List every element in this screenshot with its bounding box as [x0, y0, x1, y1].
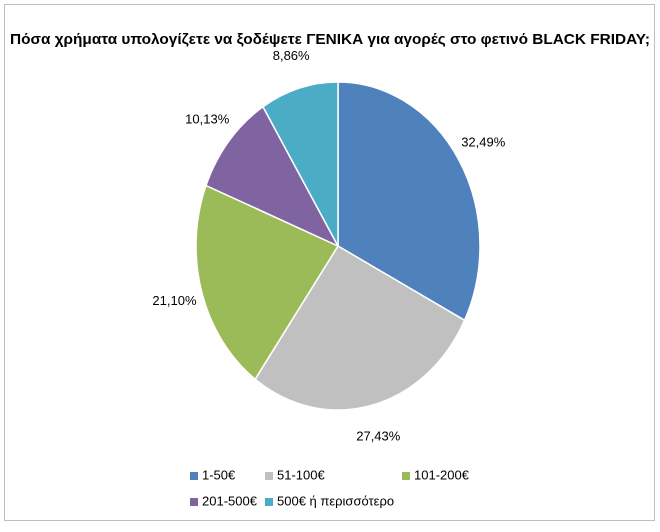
legend-label: 101-200€	[414, 467, 470, 482]
legend-label: 51-100€	[277, 467, 325, 482]
data-label: 32,49%	[461, 135, 506, 150]
legend-label: 500€ ή περισσότερο	[277, 493, 394, 508]
chart-title: Πόσα χρήματα υπολογίζετε να ξοδέψετε ΓΕΝ…	[10, 31, 650, 48]
legend-swatch	[265, 498, 273, 506]
data-label: 10,13%	[185, 111, 230, 126]
pie-slice	[254, 244, 466, 411]
data-label: 8,86%	[273, 48, 310, 63]
data-label: 21,10%	[152, 293, 197, 308]
pie-slice	[262, 81, 339, 247]
legend-label: 1-50€	[202, 467, 236, 482]
pie-slice	[195, 184, 340, 381]
pie-slice	[205, 105, 340, 248]
legend-swatch	[190, 498, 198, 506]
legend-swatch	[190, 472, 198, 480]
legend-swatch	[265, 472, 273, 480]
pie-slice	[337, 81, 481, 322]
legend-swatch	[402, 472, 410, 480]
legend-label: 201-500€	[202, 493, 258, 508]
data-label: 27,43%	[356, 429, 401, 444]
